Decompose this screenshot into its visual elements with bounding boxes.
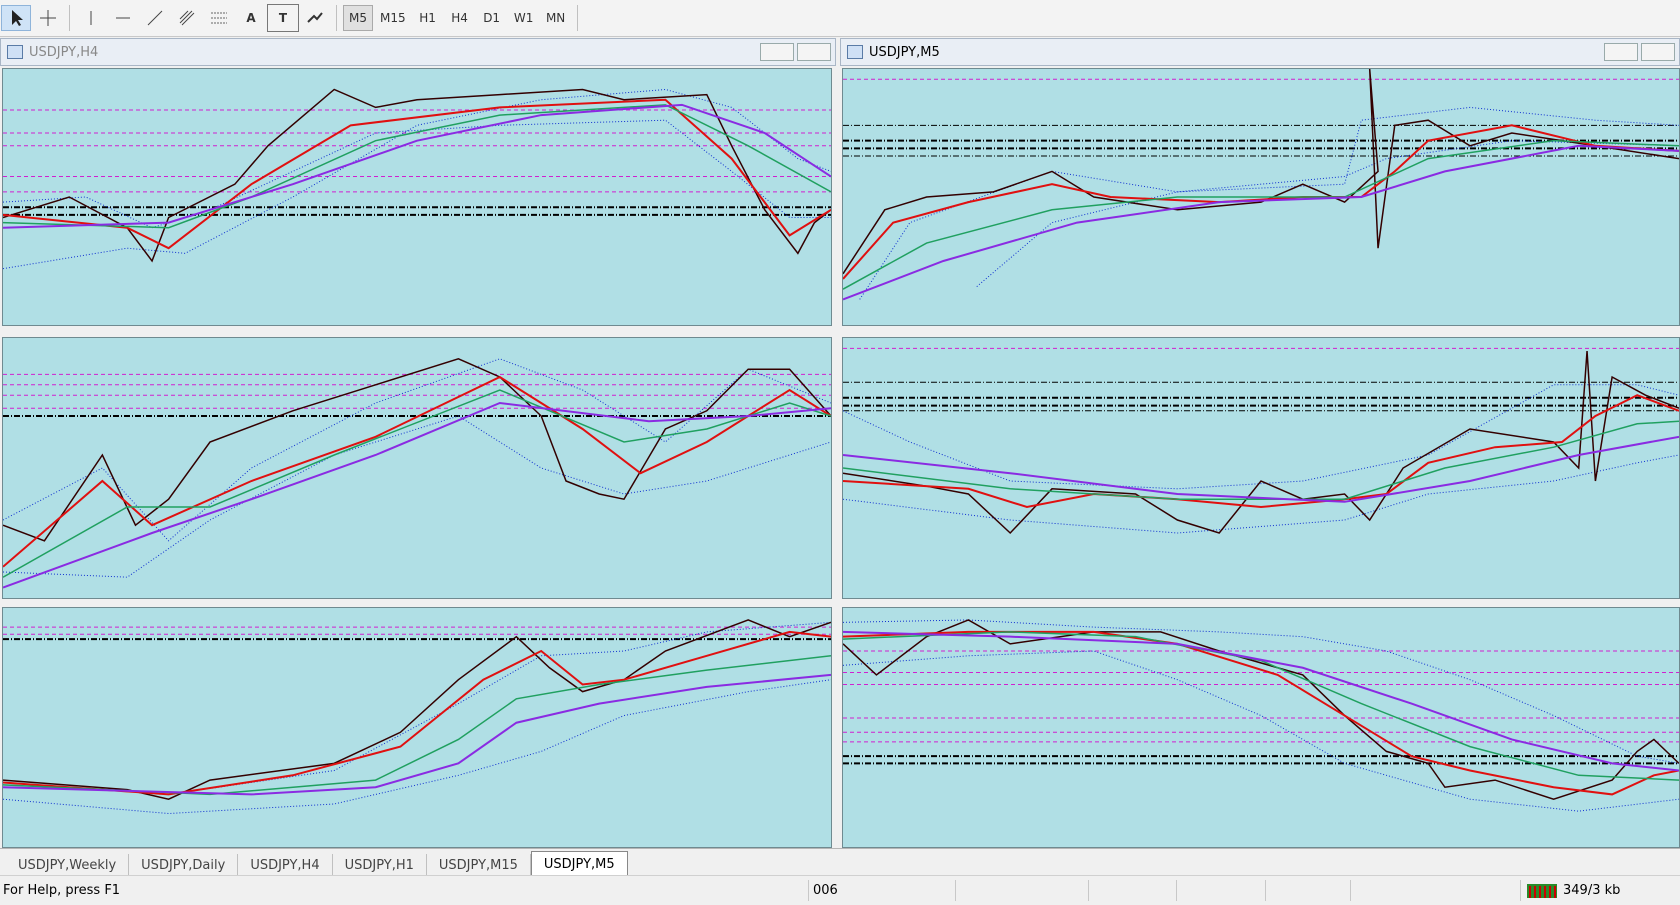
chart-tab[interactable]: USDJPY,Daily bbox=[129, 854, 239, 876]
timeframe-button[interactable]: H4 bbox=[451, 11, 468, 25]
text-tool[interactable]: T bbox=[267, 4, 299, 32]
separator bbox=[576, 5, 578, 31]
window-icon bbox=[847, 45, 863, 59]
chart-pane[interactable] bbox=[842, 337, 1680, 599]
restore-button[interactable] bbox=[797, 43, 831, 61]
connection-icon bbox=[1527, 884, 1557, 898]
window-title: USDJPY,H4 bbox=[29, 44, 99, 60]
tool-button[interactable] bbox=[300, 5, 330, 31]
chart-tab[interactable]: USDJPY,M15 bbox=[427, 854, 531, 876]
chart-drawing bbox=[3, 338, 831, 598]
minimize-button[interactable] bbox=[1604, 43, 1638, 61]
tool-icon bbox=[307, 12, 323, 23]
chart-pane[interactable] bbox=[2, 337, 832, 599]
chart-drawing bbox=[3, 608, 831, 847]
tool-icon bbox=[211, 12, 227, 24]
chart-tab[interactable]: USDJPY,H4 bbox=[238, 854, 333, 876]
tool-button[interactable] bbox=[172, 5, 202, 31]
tool-button[interactable] bbox=[76, 5, 106, 31]
chart-pane[interactable] bbox=[2, 68, 832, 326]
chart-pane[interactable] bbox=[2, 607, 832, 848]
chart-drawing bbox=[843, 338, 1679, 598]
toolbar: A T M5 M15 H1 H4 D1 W1 MN bbox=[0, 0, 1680, 37]
tool-icon bbox=[179, 10, 195, 26]
tool-button[interactable] bbox=[1, 5, 31, 31]
tool-button[interactable] bbox=[204, 5, 234, 31]
separator bbox=[336, 5, 337, 31]
chart-drawing bbox=[3, 69, 831, 325]
chart-pane[interactable] bbox=[842, 607, 1680, 848]
status-bar: For Help, press F1 006 349/3 kb bbox=[0, 875, 1680, 905]
tool-icon bbox=[147, 10, 163, 26]
help-text: For Help, press F1 bbox=[3, 883, 121, 898]
window-title-bar: USDJPY,M5 bbox=[840, 38, 1680, 66]
tool-button[interactable] bbox=[140, 5, 170, 31]
chart-tab[interactable]: USDJPY,H1 bbox=[333, 854, 427, 876]
tool-icon bbox=[12, 10, 23, 26]
tab-bar: USDJPY,Weekly USDJPY,Daily USDJPY,H4 USDJPY… bbox=[0, 848, 1680, 876]
tool-button[interactable] bbox=[108, 5, 138, 31]
tool-icon bbox=[40, 10, 56, 26]
text-tool[interactable]: A bbox=[246, 11, 256, 25]
timeframe-button[interactable]: MN bbox=[545, 11, 566, 25]
memory-usage: 349/3 kb bbox=[1563, 883, 1621, 898]
timeframe-button[interactable]: D1 bbox=[483, 11, 501, 25]
window-title-bar: USDJPY,H4 bbox=[0, 38, 836, 66]
timeframe-button[interactable]: M15 bbox=[380, 11, 406, 25]
chart-drawing bbox=[843, 608, 1679, 847]
separator bbox=[69, 5, 70, 31]
tool-icon bbox=[90, 11, 92, 25]
tool-icon bbox=[116, 17, 130, 19]
minimize-button[interactable] bbox=[760, 43, 794, 61]
timeframe-button[interactable]: W1 bbox=[513, 11, 534, 25]
divider bbox=[808, 880, 809, 901]
window-title: USDJPY,M5 bbox=[869, 44, 940, 60]
chart-tab[interactable]: USDJPY,M5 bbox=[530, 851, 628, 876]
window-icon bbox=[7, 45, 23, 59]
timeframe-button[interactable]: H1 bbox=[419, 11, 436, 25]
status-field: 006 bbox=[813, 883, 838, 898]
tool-button[interactable] bbox=[33, 5, 63, 31]
restore-button[interactable] bbox=[1641, 43, 1675, 61]
chart-pane[interactable] bbox=[842, 68, 1680, 326]
chart-tab[interactable]: USDJPY,Weekly bbox=[6, 854, 130, 876]
timeframe-button[interactable]: M5 bbox=[343, 5, 373, 31]
chart-drawing bbox=[843, 69, 1679, 325]
